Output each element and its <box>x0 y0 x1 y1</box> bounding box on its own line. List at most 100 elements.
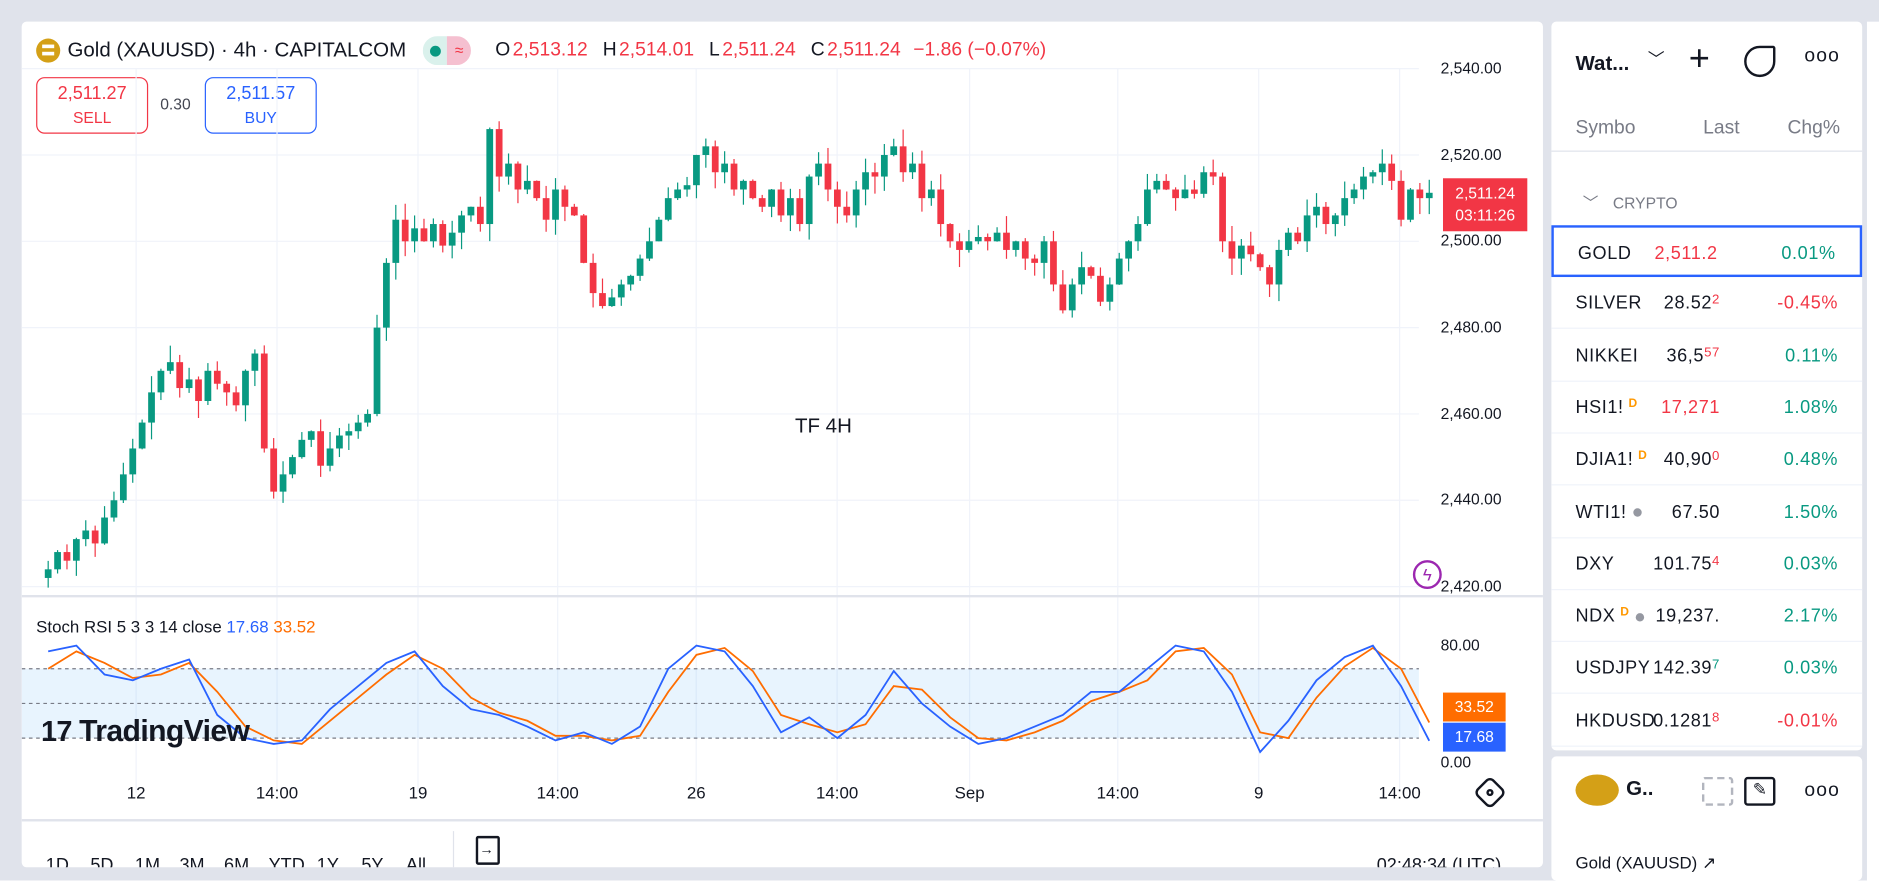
candle <box>72 539 80 561</box>
delayed-badge: D <box>1628 397 1638 411</box>
more-icon[interactable]: ooo <box>1804 45 1841 67</box>
d-value-label: 33.52 <box>1442 692 1506 722</box>
detail-short-name[interactable]: G.. <box>1626 776 1654 800</box>
candle <box>852 189 860 216</box>
watchlist-row-ndx[interactable]: NDX D 19,237. 2.17% <box>1551 590 1863 643</box>
lightning-icon[interactable]: ϟ <box>1412 560 1442 590</box>
candle <box>899 146 907 173</box>
market-status-badge[interactable]: ≈ <box>423 36 472 66</box>
pie-chart-icon[interactable] <box>1744 45 1776 78</box>
candle <box>1106 284 1114 302</box>
row-symbol: USDJPY <box>1575 658 1651 679</box>
watchlist-row-wti1[interactable]: WTI1! 67.50 1.50% <box>1551 486 1863 538</box>
candle <box>458 215 465 233</box>
candle <box>815 163 822 177</box>
candle <box>448 232 456 246</box>
candle <box>749 180 757 199</box>
candle <box>1200 172 1208 194</box>
chart-annotation[interactable]: TF 4H <box>794 414 852 438</box>
candle <box>63 552 71 561</box>
edit-icon[interactable]: ✎ <box>1744 776 1776 806</box>
column-chg[interactable]: Chg% <box>1787 118 1840 139</box>
candle <box>927 189 935 199</box>
watchlist-row-dxy[interactable]: DXY 101.754 0.03% <box>1551 538 1863 590</box>
watchlist-row-hsi1[interactable]: HSI1! D 17,271 1.08% <box>1551 382 1863 434</box>
range-1d[interactable]: 1D <box>45 855 69 868</box>
range-5d[interactable]: 5D <box>90 855 114 868</box>
candle <box>580 215 588 263</box>
range-1y[interactable]: 1Y <box>316 855 339 868</box>
watchlist-row-nikkei[interactable]: NIKKEI 36,557 0.11% <box>1551 330 1863 382</box>
candle <box>129 448 137 475</box>
indicator-name[interactable]: Stoch RSI 5 3 3 14 close <box>36 616 222 636</box>
detail-full-name[interactable]: Gold (XAUUSD) ↗ <box>1575 852 1717 873</box>
column-symbol[interactable]: Symbo <box>1575 118 1636 139</box>
candle <box>336 435 343 449</box>
watchlist-row-hkdusd[interactable]: HKDUSD 0.12818 -0.01% <box>1551 695 1863 747</box>
candle <box>984 236 992 242</box>
candle <box>1021 241 1029 259</box>
add-symbol-icon[interactable]: + <box>1688 38 1710 79</box>
time-tick: 14:00 <box>1096 782 1139 803</box>
chevron-down-icon[interactable]: ﹀ <box>1647 49 1665 69</box>
candle <box>1331 215 1339 225</box>
candle <box>1322 206 1330 225</box>
goto-date-icon[interactable]: → <box>475 835 500 865</box>
watchlist-row-usdjpy[interactable]: USDJPY 142.397 0.03% <box>1551 642 1863 695</box>
stoch-tick-0: 0.00 <box>1440 752 1472 771</box>
candle <box>307 431 315 440</box>
candle <box>1360 176 1367 190</box>
column-last[interactable]: Last <box>1703 118 1740 139</box>
sell-button[interactable]: 2,511.27 SELL <box>36 77 149 134</box>
range-ytd[interactable]: YTD <box>268 855 305 868</box>
candle <box>279 474 287 492</box>
bottom-divider <box>21 819 1543 822</box>
range-5y[interactable]: 5Y <box>361 855 384 868</box>
symbol-title[interactable]: Gold (XAUUSD) · 4h · CAPITALCOM <box>67 38 407 62</box>
watchlist-title[interactable]: Wat... <box>1575 51 1630 75</box>
candle <box>317 431 325 466</box>
range-1m[interactable]: 1M <box>134 855 161 868</box>
candle <box>354 422 362 432</box>
range-6m[interactable]: 6M <box>224 855 250 868</box>
time-tick: 9 <box>1254 782 1264 803</box>
row-change: 0.48% <box>1783 449 1839 470</box>
candle <box>1219 176 1226 242</box>
indicator-legend: Stoch RSI 5 3 3 14 close 17.68 33.52 <box>36 617 315 636</box>
range-3m[interactable]: 3M <box>179 855 205 868</box>
more-icon[interactable]: ooo <box>1804 780 1841 801</box>
candle <box>833 189 841 207</box>
candle <box>871 172 879 177</box>
candle <box>1012 241 1020 250</box>
candle <box>138 422 146 449</box>
row-change: 0.03% <box>1783 658 1839 679</box>
candle <box>523 180 531 190</box>
candle <box>101 517 108 544</box>
price-chart[interactable] <box>21 22 1543 868</box>
candle <box>1050 241 1057 285</box>
candle <box>1162 180 1170 190</box>
watchlist-row-djia1[interactable]: DJIA1! D 40,900 0.48% <box>1551 434 1863 486</box>
watchlist-row-silver[interactable]: SILVER 28.522 -0.45% <box>1551 277 1863 330</box>
watchlist-panel: Wat... ﹀ + ooo Symbo Last Chg% ﹀ CRYPTO G… <box>1551 21 1863 751</box>
buy-button[interactable]: 2,511.57 BUY <box>204 77 317 134</box>
candle <box>1313 206 1320 216</box>
chart-panel[interactable]: Gold (XAUUSD) · 4h · CAPITALCOM ≈ O 2,513… <box>21 21 1543 868</box>
candle <box>1416 189 1424 199</box>
range-all[interactable]: All <box>405 855 426 868</box>
group-crypto[interactable]: ﹀ CRYPTO <box>1582 193 1678 212</box>
candle <box>542 198 550 220</box>
clock[interactable]: 02:48:34 (UTC) <box>1376 855 1502 868</box>
layout-icon[interactable] <box>1701 776 1734 806</box>
time-tick: 14:00 <box>536 782 579 803</box>
spread-value: 0.30 <box>160 95 191 114</box>
candle <box>646 241 653 259</box>
time-tick: 19 <box>408 782 428 803</box>
status-dot-icon <box>1635 612 1645 622</box>
delayed-badge: D <box>1638 449 1648 463</box>
watchlist-row-gold[interactable]: GOLD 2,511.2 0.01% <box>1551 225 1863 278</box>
candle <box>495 129 503 177</box>
candle <box>401 219 409 242</box>
row-change: 0.01% <box>1781 243 1836 264</box>
row-symbol: NDX D <box>1575 606 1645 626</box>
